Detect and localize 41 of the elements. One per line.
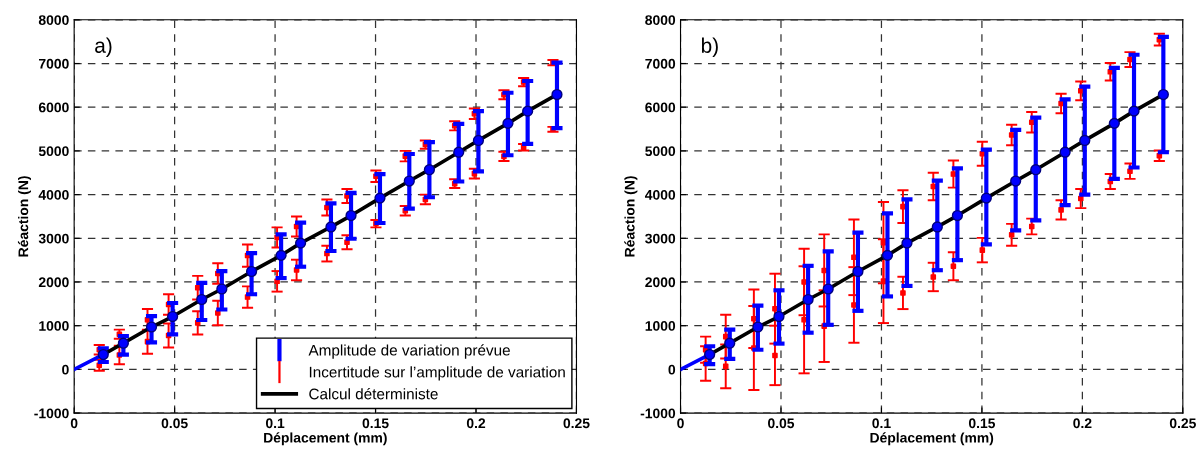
x-tick-label: 0.1	[872, 418, 891, 429]
y-axis-title: Réaction (N)	[17, 176, 31, 257]
x-tick-label: 0.05	[161, 418, 188, 429]
x-tick-label: 0.15	[968, 418, 996, 429]
annotation: b)	[701, 37, 718, 58]
x-tick-label: 0.25	[563, 418, 590, 429]
y-tick-label: 4000	[38, 189, 69, 200]
y-tick-label: 2000	[38, 277, 69, 288]
x-tick-label: 0.1	[265, 418, 285, 429]
y-axis-title: Réaction (N)	[624, 176, 638, 257]
y-tick-label: 1000	[39, 321, 69, 331]
y-tick-label: 8000	[38, 15, 69, 25]
y-tick-label: 6000	[38, 102, 69, 113]
x-axis-title: Déplacement (mm)	[264, 432, 387, 446]
y-tick-label: -1000	[34, 408, 69, 419]
y-tick-label: -1000	[640, 408, 676, 419]
y-tick-label: 5000	[645, 146, 676, 157]
x-tick-label: 0.2	[1073, 418, 1092, 429]
y-tick-label: 3000	[645, 233, 676, 244]
x-tick-label: 0.05	[768, 418, 795, 429]
y-tick-label: 4000	[644, 189, 676, 200]
y-tick-label: 6000	[645, 102, 676, 113]
y-tick-label: 0	[668, 364, 676, 375]
x-axis-title: Déplacement (mm)	[870, 432, 994, 446]
legend-label: Amplitude de variation prévue	[308, 344, 510, 359]
y-tick-label: 0	[62, 364, 69, 375]
annotation: a)	[95, 37, 112, 58]
y-tick-label: 2000	[645, 277, 676, 288]
x-tick-label: 0.2	[466, 418, 486, 429]
y-tick-label: 5000	[38, 146, 69, 157]
y-tick-label: 1000	[645, 321, 676, 331]
y-tick-label: 8000	[645, 15, 676, 25]
legend-label: Incertitude sur l’amplitude de variation	[309, 366, 565, 381]
legend-label: Calcul déterministe	[309, 387, 438, 400]
x-tick-label: 0.15	[362, 418, 389, 429]
y-tick-label: 3000	[38, 233, 69, 244]
x-tick-label: 0	[70, 418, 78, 429]
y-tick-label: 7000	[38, 58, 69, 69]
y-tick-label: 7000	[645, 58, 676, 69]
x-tick-label: 0.25	[1169, 418, 1196, 429]
x-tick-label: 0	[677, 418, 684, 429]
